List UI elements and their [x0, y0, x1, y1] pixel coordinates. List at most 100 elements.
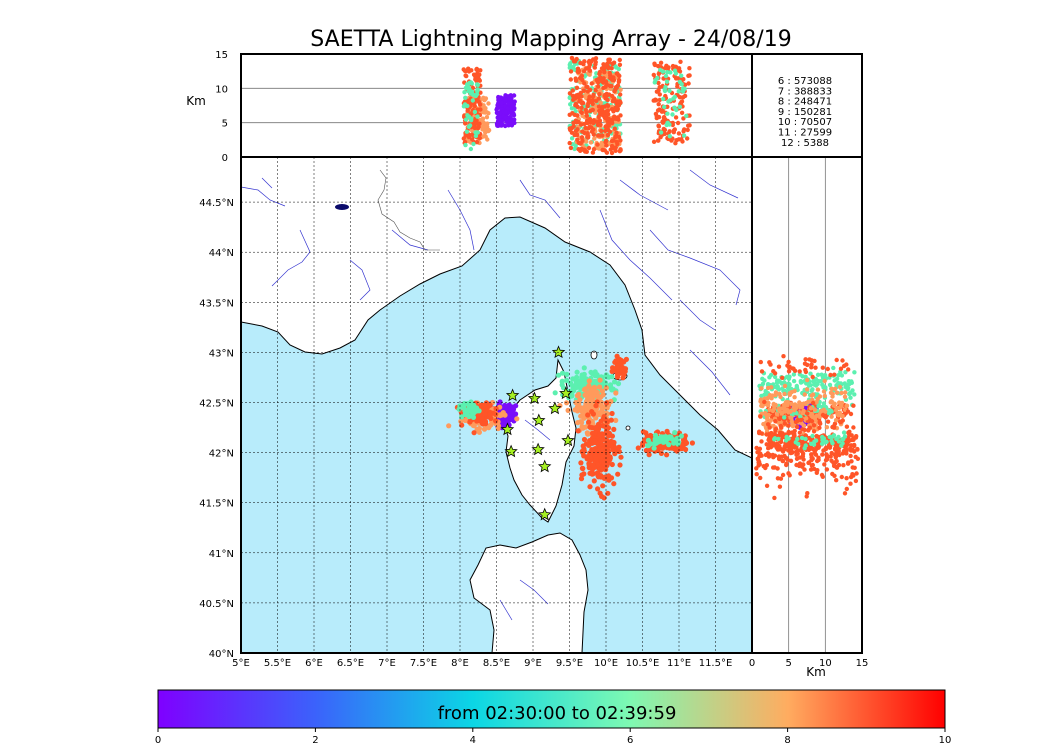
- side-source: [852, 443, 857, 449]
- altitude-source: [512, 117, 517, 122]
- altitude-count-label: 10 : 70507: [778, 117, 832, 128]
- side-source: [788, 458, 794, 463]
- lightning-source: [616, 448, 622, 455]
- altitude-source: [674, 138, 679, 143]
- side-source: [794, 411, 799, 416]
- lightning-source: [581, 471, 587, 477]
- side-source: [811, 423, 817, 428]
- side-source: [820, 382, 825, 387]
- station-star: [538, 507, 552, 521]
- altitude-source: [611, 109, 616, 114]
- altitude-source: [511, 93, 517, 98]
- lightning-source: [478, 402, 485, 408]
- altitude-source: [679, 137, 684, 142]
- side-source: [783, 400, 789, 405]
- side-source: [809, 455, 815, 461]
- altitude-source: [676, 89, 681, 94]
- altitude-source: [463, 68, 469, 74]
- altitude-source: [580, 77, 585, 83]
- lightning-source: [487, 411, 493, 418]
- map-y-tick-label: 43.5°N: [199, 298, 234, 309]
- side-panel: [751, 156, 863, 654]
- altitude-source: [567, 140, 572, 146]
- side-source: [787, 473, 792, 478]
- side-source: [807, 357, 812, 362]
- altitude-source: [584, 149, 589, 154]
- side-source: [780, 458, 785, 463]
- side-source: [848, 481, 853, 486]
- side-source: [852, 370, 857, 375]
- altitude-source: [461, 104, 467, 109]
- altitude-source: [586, 145, 592, 151]
- altitude-source: [469, 116, 474, 121]
- station-star: [559, 386, 573, 400]
- lightning-source: [575, 420, 581, 426]
- map-y-tick-label: 44°N: [209, 248, 234, 259]
- lightning-source: [598, 437, 604, 443]
- side-source: [786, 376, 792, 381]
- altitude-source: [617, 57, 622, 63]
- altitude-source: [608, 75, 613, 80]
- chart-title: SAETTA Lightning Mapping Array - 24/08/1…: [310, 27, 791, 52]
- lightning-source: [586, 378, 592, 384]
- altitude-source: [477, 117, 483, 123]
- map-x-tick-label: 5°E: [232, 658, 250, 669]
- altitude-source: [570, 88, 575, 93]
- map-x-tick-label: 8.5°E: [483, 658, 510, 669]
- side-source: [788, 445, 793, 451]
- altitude-source: [679, 73, 684, 78]
- side-source: [831, 365, 836, 371]
- altitude-source: [600, 147, 605, 153]
- altitude-count-label: 6 : 573088: [778, 76, 832, 87]
- side-source: [789, 401, 794, 406]
- side-source: [810, 462, 815, 468]
- lightning-source: [459, 422, 465, 428]
- station-star: [505, 388, 520, 402]
- side-source: [834, 390, 840, 395]
- lightning-source: [593, 425, 599, 431]
- side-source: [806, 428, 811, 433]
- lightning-source: [583, 403, 589, 409]
- colorbar: from 02:30:00 to 02:39:59 0 2 4 6 8 10: [155, 689, 951, 746]
- side-source: [784, 461, 789, 466]
- altitude-source: [478, 68, 483, 73]
- lightning-source: [474, 418, 480, 424]
- side-source: [849, 459, 854, 464]
- side-source: [758, 414, 763, 419]
- altitude-source: [613, 145, 618, 150]
- side-source: [802, 446, 807, 451]
- lightning-source: [502, 412, 508, 418]
- altitude-source: [686, 73, 691, 79]
- side-source: [801, 457, 806, 462]
- lightning-source: [590, 448, 596, 454]
- side-source: [780, 406, 785, 411]
- lightning-source: [658, 450, 665, 456]
- altitude-source: [481, 95, 486, 101]
- altitude-ylabel: Km: [186, 94, 206, 108]
- side-source: [847, 429, 852, 434]
- lightning-source: [470, 411, 476, 417]
- side-source: [846, 435, 851, 440]
- side-source: [834, 464, 839, 470]
- side-source: [759, 403, 764, 408]
- lightning-source: [591, 478, 597, 484]
- altitude-source: [614, 130, 619, 135]
- lightning-source: [617, 462, 623, 468]
- side-source: [818, 421, 823, 426]
- colorbar-tick-label: 4: [470, 735, 476, 746]
- colorbar-ticks: 0 2 4 6 8 10: [155, 728, 951, 746]
- altitude-source: [686, 81, 691, 86]
- altitude-source: [469, 68, 474, 73]
- altitude-source: [651, 72, 656, 78]
- altitude-source: [678, 59, 683, 64]
- altitude-source: [582, 81, 587, 86]
- side-source: [838, 366, 844, 371]
- altitude-source: [679, 82, 684, 87]
- altitude-source: [575, 104, 580, 110]
- lightning-source: [594, 399, 600, 405]
- altitude-source: [659, 109, 665, 114]
- side-source: [825, 456, 830, 462]
- altitude-source: [612, 89, 617, 94]
- altitude-source: [600, 79, 605, 84]
- side-source: [851, 403, 856, 408]
